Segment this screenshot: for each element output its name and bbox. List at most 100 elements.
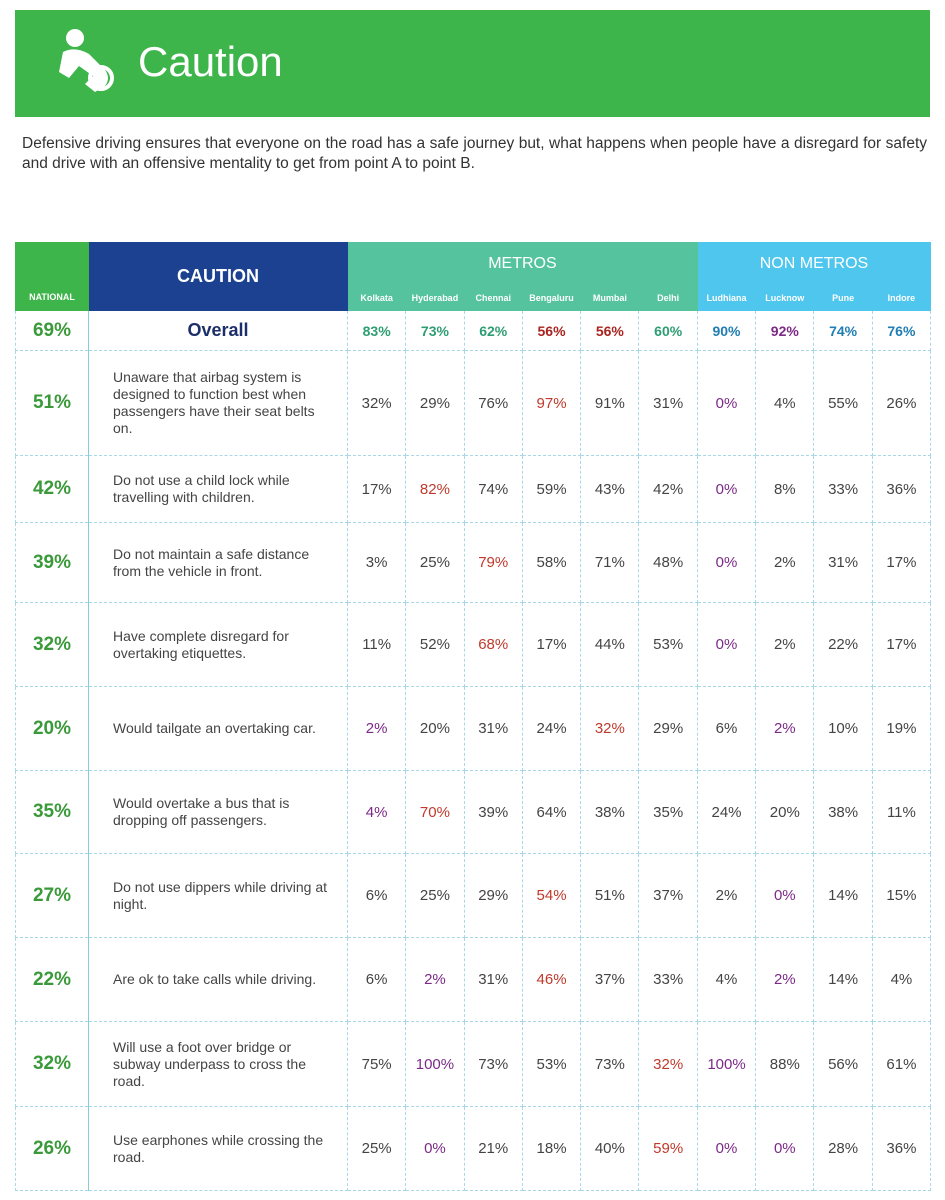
- data-row: 27% Do not use dippers while driving at n…: [15, 853, 932, 938]
- value-cell: 74%: [813, 310, 873, 351]
- value-cell: 6%: [346, 937, 407, 1022]
- value-cell: 14%: [813, 853, 873, 938]
- value-cell: 31%: [463, 937, 523, 1022]
- data-row: 26% Use earphones while crossing the road…: [15, 1106, 932, 1191]
- value-cell: 26%: [871, 350, 932, 456]
- value-cell: 33%: [638, 937, 698, 1022]
- national-value: 69%: [15, 310, 89, 351]
- value-cell: 33%: [813, 455, 873, 523]
- value-cell: 22%: [813, 602, 873, 687]
- national-value: 32%: [15, 602, 89, 687]
- value-cell: 79%: [463, 522, 523, 603]
- value-cell: 0%: [696, 350, 757, 456]
- value-cell: 8%: [755, 455, 815, 523]
- value-cell: 2%: [755, 522, 815, 603]
- city-header: Kolkata: [346, 285, 407, 311]
- value-cell: 92%: [755, 310, 815, 351]
- row-label: Overall: [88, 310, 348, 351]
- value-cell: 24%: [521, 686, 582, 771]
- value-cell: 2%: [755, 937, 815, 1022]
- value-cell: 2%: [696, 853, 757, 938]
- value-cell: 25%: [346, 1106, 407, 1191]
- value-cell: 4%: [696, 937, 757, 1022]
- value-cell: 25%: [405, 853, 465, 938]
- value-cell: 10%: [813, 686, 873, 771]
- value-cell: 29%: [405, 350, 465, 456]
- value-cell: 11%: [346, 602, 407, 687]
- city-header: Hyderabad: [405, 285, 465, 311]
- value-cell: 28%: [813, 1106, 873, 1191]
- value-cell: 82%: [405, 455, 465, 523]
- row-label: Would overtake a bus that is dropping of…: [88, 770, 348, 854]
- value-cell: 54%: [521, 853, 582, 938]
- value-cell: 2%: [405, 937, 465, 1022]
- row-label: Have complete disregard for overtaking e…: [88, 602, 348, 687]
- value-cell: 59%: [521, 455, 582, 523]
- national-value: 26%: [15, 1106, 89, 1191]
- value-cell: 17%: [871, 522, 932, 603]
- row-label: Use earphones while crossing the road.: [88, 1106, 348, 1191]
- value-cell: 90%: [696, 310, 757, 351]
- value-cell: 4%: [346, 770, 407, 854]
- row-label: Would tailgate an overtaking car.: [88, 686, 348, 771]
- value-cell: 61%: [871, 1021, 932, 1107]
- value-cell: 83%: [346, 310, 407, 351]
- value-cell: 29%: [463, 853, 523, 938]
- value-cell: 0%: [696, 455, 757, 523]
- national-value: 42%: [15, 455, 89, 523]
- value-cell: 21%: [463, 1106, 523, 1191]
- driver-icon: [59, 29, 114, 92]
- row-label: Are ok to take calls while driving.: [88, 937, 348, 1022]
- city-header: Indore: [871, 285, 932, 311]
- value-cell: 40%: [580, 1106, 640, 1191]
- value-cell: 48%: [638, 522, 698, 603]
- value-cell: 32%: [638, 1021, 698, 1107]
- row-label: Do not use dippers while driving at nigh…: [88, 853, 348, 938]
- value-cell: 2%: [346, 686, 407, 771]
- value-cell: 17%: [346, 455, 407, 523]
- value-cell: 20%: [755, 770, 815, 854]
- group-header: NON METROS: [696, 242, 932, 286]
- value-cell: 15%: [871, 853, 932, 938]
- value-cell: 60%: [638, 310, 698, 351]
- value-cell: 100%: [696, 1021, 757, 1107]
- city-header: Chennai: [463, 285, 523, 311]
- value-cell: 37%: [638, 853, 698, 938]
- value-cell: 14%: [813, 937, 873, 1022]
- value-cell: 20%: [405, 686, 465, 771]
- value-cell: 6%: [346, 853, 407, 938]
- value-cell: 0%: [696, 522, 757, 603]
- value-cell: 4%: [871, 937, 932, 1022]
- data-row: 22% Are ok to take calls while driving. 6%…: [15, 937, 932, 1022]
- value-cell: 18%: [521, 1106, 582, 1191]
- national-value: 35%: [15, 770, 89, 854]
- group-header: METROS: [347, 242, 698, 286]
- city-header: Delhi: [638, 285, 698, 311]
- value-cell: 3%: [346, 522, 407, 603]
- value-cell: 71%: [580, 522, 640, 603]
- header-bar: Caution: [15, 10, 930, 117]
- caution-header: CAUTION: [88, 242, 348, 311]
- value-cell: 68%: [463, 602, 523, 687]
- value-cell: 38%: [813, 770, 873, 854]
- value-cell: 17%: [521, 602, 582, 687]
- value-cell: 62%: [463, 310, 523, 351]
- value-cell: 31%: [638, 350, 698, 456]
- value-cell: 0%: [696, 602, 757, 687]
- value-cell: 0%: [696, 1106, 757, 1191]
- city-header: Ludhiana: [696, 285, 757, 311]
- value-cell: 0%: [755, 1106, 815, 1191]
- value-cell: 56%: [580, 310, 640, 351]
- row-label: Do not use a child lock while travelling…: [88, 455, 348, 523]
- value-cell: 59%: [638, 1106, 698, 1191]
- value-cell: 55%: [813, 350, 873, 456]
- value-cell: 76%: [871, 310, 932, 351]
- data-row: 51% Unaware that airbag system is designe…: [15, 350, 932, 456]
- value-cell: 0%: [405, 1106, 465, 1191]
- value-cell: 36%: [871, 455, 932, 523]
- intro-text: Defensive driving ensures that everyone …: [22, 135, 927, 172]
- data-row: 32% Have complete disregard for overtakin…: [15, 602, 932, 687]
- national-header: NATIONAL: [15, 242, 89, 311]
- national-value: 27%: [15, 853, 89, 938]
- value-cell: 2%: [755, 686, 815, 771]
